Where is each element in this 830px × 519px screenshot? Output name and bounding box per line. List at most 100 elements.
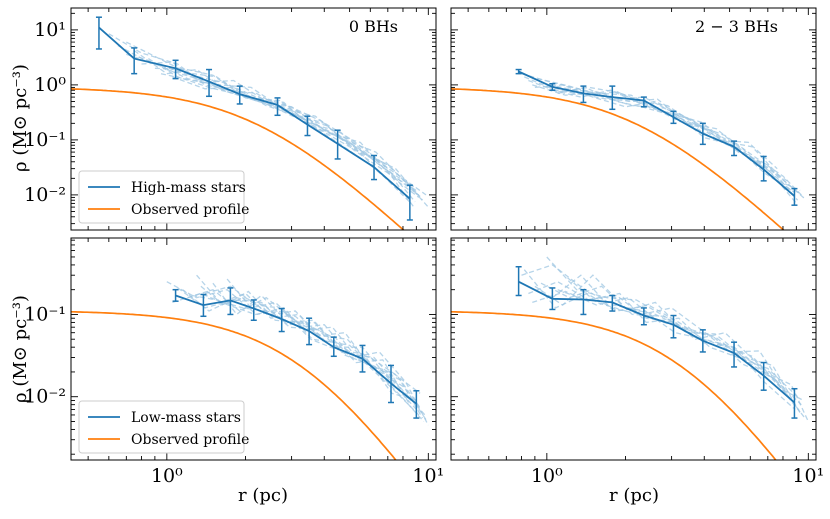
x-axis-label: r (pc) — [609, 485, 659, 506]
error-bar — [413, 390, 420, 419]
error-bar — [640, 307, 647, 326]
observed-profile-line — [451, 310, 777, 460]
x-tick-label: 10¹ — [412, 465, 444, 487]
median-line — [98, 26, 411, 200]
error-bar — [580, 288, 587, 316]
error-bar — [670, 314, 677, 339]
error-bar — [791, 187, 798, 206]
realization-line-9 — [172, 76, 420, 196]
error-bar — [330, 336, 337, 358]
error-bar — [304, 115, 311, 137]
axes-frame — [70, 7, 437, 231]
error-bar — [172, 59, 179, 80]
error-bar — [334, 129, 341, 160]
panel-high-0bh: 10⁻² 10⁻¹ 10⁰ 10¹ 0 BHs High-mass stars Observ… — [24, 7, 437, 231]
x-tick-label: 10¹ — [792, 465, 824, 487]
error-bar — [791, 387, 798, 419]
x-tick-label: 10⁰ — [151, 465, 183, 487]
y-tick-label: 10⁻¹ — [24, 303, 66, 325]
realization-line-9 — [182, 289, 424, 419]
realization-line-0 — [521, 264, 796, 410]
error-bar — [515, 266, 522, 297]
y-axis-label: ρ (M⊙ pc⁻³) — [10, 295, 31, 403]
error-bar — [306, 317, 313, 346]
realization-line-0 — [108, 33, 404, 194]
realization-line-4 — [551, 274, 788, 394]
panel-low-0bh: 10⁻² 10⁻¹ 10⁰ 10¹ Low-mass stars Observed pro… — [24, 237, 444, 487]
legend-label: Observed profile — [131, 432, 249, 448]
realization-line-0 — [166, 281, 420, 416]
error-bar — [515, 68, 522, 75]
error-bar — [236, 85, 243, 105]
error-bar — [274, 97, 281, 117]
error-bar — [760, 361, 767, 391]
y-tick-label: 10⁻² — [24, 386, 66, 408]
realization-line-3 — [546, 256, 804, 402]
error-bar — [359, 344, 366, 373]
error-bar — [131, 47, 138, 75]
observed-profile-line — [71, 88, 405, 230]
realization-line-10 — [126, 41, 416, 203]
panel-high-23bh: 2 − 3 BHs — [450, 7, 817, 231]
error-bar — [549, 82, 556, 91]
error-bar — [699, 329, 706, 353]
plot-area — [71, 16, 429, 230]
error-bar — [670, 110, 677, 125]
panel-low-23bh: 10⁰ 10¹ — [450, 237, 824, 487]
plot-area — [71, 274, 429, 460]
realization-line-4 — [546, 85, 805, 198]
error-bar — [640, 96, 647, 108]
plot-area — [451, 256, 809, 460]
error-bar — [731, 140, 738, 157]
realization-line-2 — [534, 84, 801, 192]
panel-annotation: 0 BHs — [349, 17, 398, 36]
ticks — [71, 8, 436, 230]
realization-line-4 — [204, 285, 412, 401]
x-axis-label: r (pc) — [238, 485, 288, 506]
error-bar — [609, 294, 616, 312]
error-bar — [699, 122, 706, 146]
error-bar — [609, 85, 616, 111]
axes-frame — [70, 237, 437, 461]
median-line — [518, 70, 795, 197]
legend-label: Observed profile — [131, 202, 249, 218]
plot-area — [451, 68, 806, 230]
realization-line-1 — [528, 79, 799, 201]
y-tick-label: 10⁻¹ — [24, 129, 66, 151]
axes-frame — [450, 7, 817, 231]
error-bar — [731, 341, 738, 368]
error-bar — [388, 364, 395, 404]
legend: Low-mass stars Observed profile — [78, 400, 249, 454]
legend-box — [78, 170, 245, 224]
x-tick-label: 10⁰ — [531, 465, 563, 487]
realization-line-11 — [200, 285, 411, 406]
y-tick-label: 10¹ — [34, 19, 66, 41]
ticks — [451, 238, 816, 460]
error-bar — [200, 293, 207, 318]
realization-line-5 — [552, 89, 788, 182]
y-tick-label: 10⁻² — [24, 184, 66, 206]
panel-annotation: 2 − 3 BHs — [695, 17, 778, 36]
error-bar — [278, 307, 285, 333]
realization-line-9 — [540, 282, 806, 419]
legend-label: High-mass stars — [131, 180, 246, 196]
legend: High-mass stars Observed profile — [78, 170, 249, 224]
realization-line-7 — [523, 269, 797, 408]
error-bar — [250, 299, 257, 322]
realization-line-6 — [557, 86, 792, 191]
error-bar — [227, 287, 234, 316]
error-bar — [371, 154, 378, 181]
realization-line-5 — [557, 289, 809, 422]
realization-line-7 — [524, 76, 797, 204]
realization-line-8 — [172, 292, 418, 402]
median-line — [518, 280, 795, 404]
y-axis-label: ρ (M⊙ pc⁻³) — [10, 64, 31, 172]
error-bar — [172, 288, 179, 302]
median-line — [175, 294, 417, 405]
error-bar — [760, 155, 767, 182]
ticks — [451, 8, 816, 230]
realization-line-1 — [177, 287, 422, 410]
error-bar — [580, 85, 587, 104]
ticks — [71, 238, 436, 460]
observed-profile-line — [71, 310, 397, 460]
